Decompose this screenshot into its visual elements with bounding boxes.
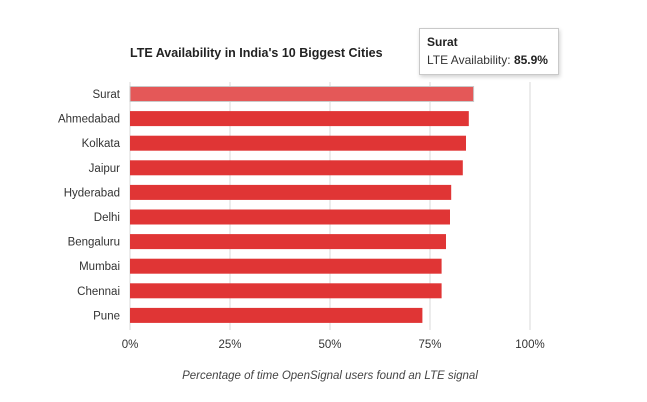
category-label: Ahmedabad [58,114,120,126]
x-tick-label: 0% [122,339,139,351]
bar-ahmedabad[interactable] [130,111,469,127]
category-label: Jaipur [89,163,120,175]
x-tick-labels: 0% 25% 50% 75% 100% [122,339,545,351]
bar-chennai[interactable] [130,283,442,299]
tooltip-label: LTE Availability: [427,53,511,67]
category-label: Surat [93,89,121,101]
category-label: Kolkata [82,138,121,150]
bar-pune[interactable] [130,307,423,323]
bars [129,86,475,323]
category-label: Pune [93,310,120,322]
category-label: Mumbai [79,261,120,273]
bar-kolkata[interactable] [130,135,466,151]
category-label: Delhi [94,212,120,224]
tooltip-value: 85.9% [513,53,548,67]
bar-delhi[interactable] [130,209,450,225]
category-labels: Surat Ahmedabad Kolkata Jaipur Hyderabad Delh… [58,89,121,322]
chart-title: LTE Availability in India's 10 Biggest C… [130,46,383,60]
tooltip-row: LTE Availability: 85.9% [427,53,548,67]
bar-jaipur[interactable] [130,160,463,176]
category-label: Chennai [77,286,120,298]
bar-bengaluru[interactable] [130,234,446,250]
x-axis-title: Percentage of time OpenSignal users foun… [182,370,478,382]
tooltip: Surat LTE Availability: 85.9% [419,28,559,75]
x-tick-label: 25% [218,339,241,351]
category-label: Hyderabad [64,187,120,199]
bar-mumbai[interactable] [130,258,442,274]
x-tick-label: 50% [318,339,341,351]
category-label: Bengaluru [68,237,120,249]
x-tick-label: 100% [515,339,544,351]
tooltip-title: Surat [427,35,458,49]
bar-surat[interactable] [129,86,475,102]
bar-hyderabad[interactable] [130,184,452,200]
x-tick-label: 75% [418,339,441,351]
